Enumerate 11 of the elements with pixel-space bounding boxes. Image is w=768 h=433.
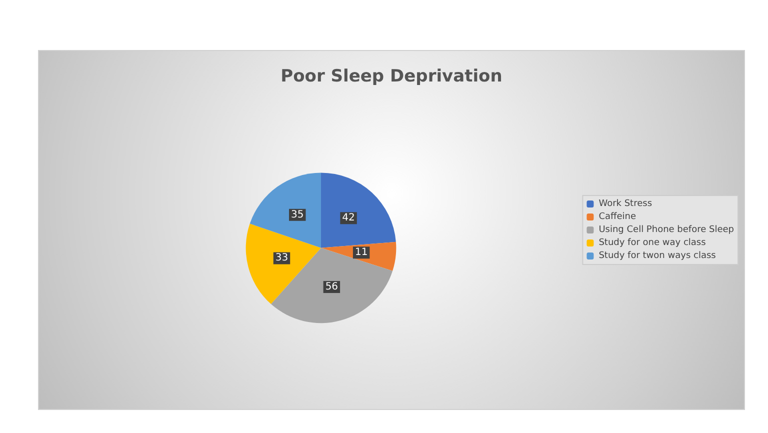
legend-label: Caffeine [598, 212, 636, 222]
legend-label: Study for twon ways class [598, 251, 716, 261]
legend-label: Using Cell Phone before Sleep [598, 225, 734, 235]
chart-title: Poor Sleep Deprivation [280, 66, 502, 86]
data-label: 42 [342, 212, 355, 224]
data-label: 35 [291, 209, 304, 220]
data-label: 33 [275, 252, 288, 264]
data-label: 56 [325, 282, 338, 293]
legend-label: Work Stress [598, 199, 652, 209]
legend-label: Study for one way class [598, 238, 706, 248]
data-label: 11 [354, 247, 368, 258]
